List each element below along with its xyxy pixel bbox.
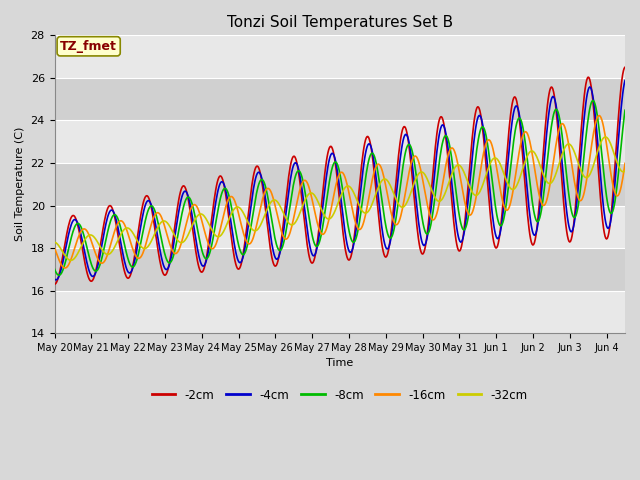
-16cm: [621, 160, 629, 166]
-32cm: [316, 204, 324, 210]
-8cm: [51, 266, 58, 272]
Bar: [54, 248, 625, 291]
-16cm: [131, 252, 139, 258]
-16cm: [316, 229, 324, 235]
Text: TZ_fmet: TZ_fmet: [60, 40, 117, 53]
-4cm: [51, 276, 58, 282]
-16cm: [474, 181, 482, 187]
-8cm: [461, 227, 468, 232]
-32cm: [621, 168, 629, 174]
-2cm: [474, 104, 481, 110]
-16cm: [461, 198, 468, 204]
-2cm: [53, 279, 61, 285]
-8cm: [295, 168, 303, 174]
X-axis label: Time: Time: [326, 359, 353, 369]
-4cm: [295, 167, 303, 172]
Legend: -2cm, -4cm, -8cm, -16cm, -32cm: -2cm, -4cm, -8cm, -16cm, -32cm: [147, 384, 532, 406]
-32cm: [53, 240, 61, 246]
-32cm: [474, 191, 482, 197]
Line: -32cm: -32cm: [54, 137, 625, 260]
-2cm: [131, 254, 138, 260]
-4cm: [131, 256, 139, 262]
-16cm: [61, 265, 69, 271]
-32cm: [601, 134, 609, 140]
Line: -2cm: -2cm: [54, 67, 625, 284]
Line: -8cm: -8cm: [54, 100, 625, 275]
-2cm: [294, 166, 301, 171]
-8cm: [621, 108, 629, 113]
-2cm: [460, 229, 468, 235]
Y-axis label: Soil Temperature (C): Soil Temperature (C): [15, 127, 25, 241]
Bar: [54, 163, 625, 205]
-4cm: [474, 114, 482, 120]
-32cm: [67, 257, 74, 263]
-16cm: [53, 252, 61, 257]
-32cm: [51, 239, 58, 245]
-2cm: [621, 64, 629, 70]
-8cm: [55, 272, 63, 278]
-4cm: [461, 228, 468, 233]
-8cm: [53, 271, 61, 276]
-16cm: [51, 245, 58, 251]
-16cm: [295, 192, 303, 197]
-4cm: [52, 277, 60, 283]
-4cm: [54, 276, 61, 282]
-8cm: [589, 97, 596, 103]
-2cm: [316, 221, 323, 227]
Title: Tonzi Soil Temperatures Set B: Tonzi Soil Temperatures Set B: [227, 15, 453, 30]
-2cm: [51, 281, 58, 287]
-4cm: [621, 78, 629, 84]
Line: -16cm: -16cm: [54, 116, 625, 268]
-4cm: [316, 225, 324, 231]
-32cm: [131, 234, 139, 240]
-8cm: [131, 262, 139, 267]
-16cm: [595, 113, 603, 119]
Bar: [54, 78, 625, 120]
-8cm: [474, 136, 482, 142]
-32cm: [295, 213, 303, 219]
Line: -4cm: -4cm: [54, 81, 625, 280]
-8cm: [316, 237, 324, 242]
-32cm: [461, 170, 468, 176]
